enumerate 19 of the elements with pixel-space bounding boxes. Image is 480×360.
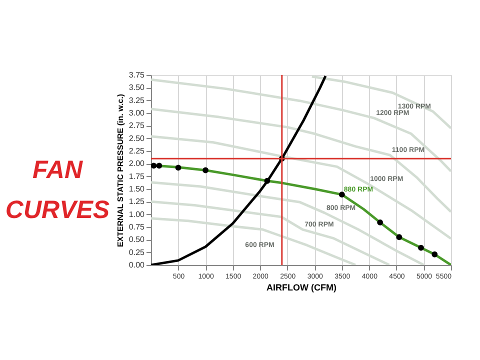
y-tick-label: 0.50 [128, 235, 146, 244]
y-tick-label: 3.25 [128, 96, 146, 105]
y-tick-label: 1.25 [128, 197, 146, 206]
y-tick-label: 0.00 [128, 260, 146, 270]
y-tick-label: 2.50 [128, 134, 146, 143]
y-tick-label: 1.00 [128, 210, 146, 219]
y-tick-label: 2.00 [128, 159, 146, 168]
y-tick-label: 2.25 [128, 146, 146, 156]
y-axis-title: EXTERNAL STATIC PRESSURE (in. w.c.) [116, 94, 125, 248]
y-tick-label: 1.75 [128, 172, 146, 181]
y-tick-label: 3.50 [128, 83, 146, 92]
y-tick-label: 3.00 [128, 108, 146, 118]
y-tick-label: 0.25 [128, 248, 146, 257]
y-tick-label: 1.50 [128, 184, 146, 194]
x-axis-title: AIRFLOW (CFM) [266, 282, 336, 292]
text: FAN CURVES [5, 156, 110, 224]
y-tick-label: 3.75 [128, 70, 146, 80]
y-tick-label: 2.75 [128, 121, 146, 130]
y-tick-label: 0.75 [128, 222, 146, 232]
